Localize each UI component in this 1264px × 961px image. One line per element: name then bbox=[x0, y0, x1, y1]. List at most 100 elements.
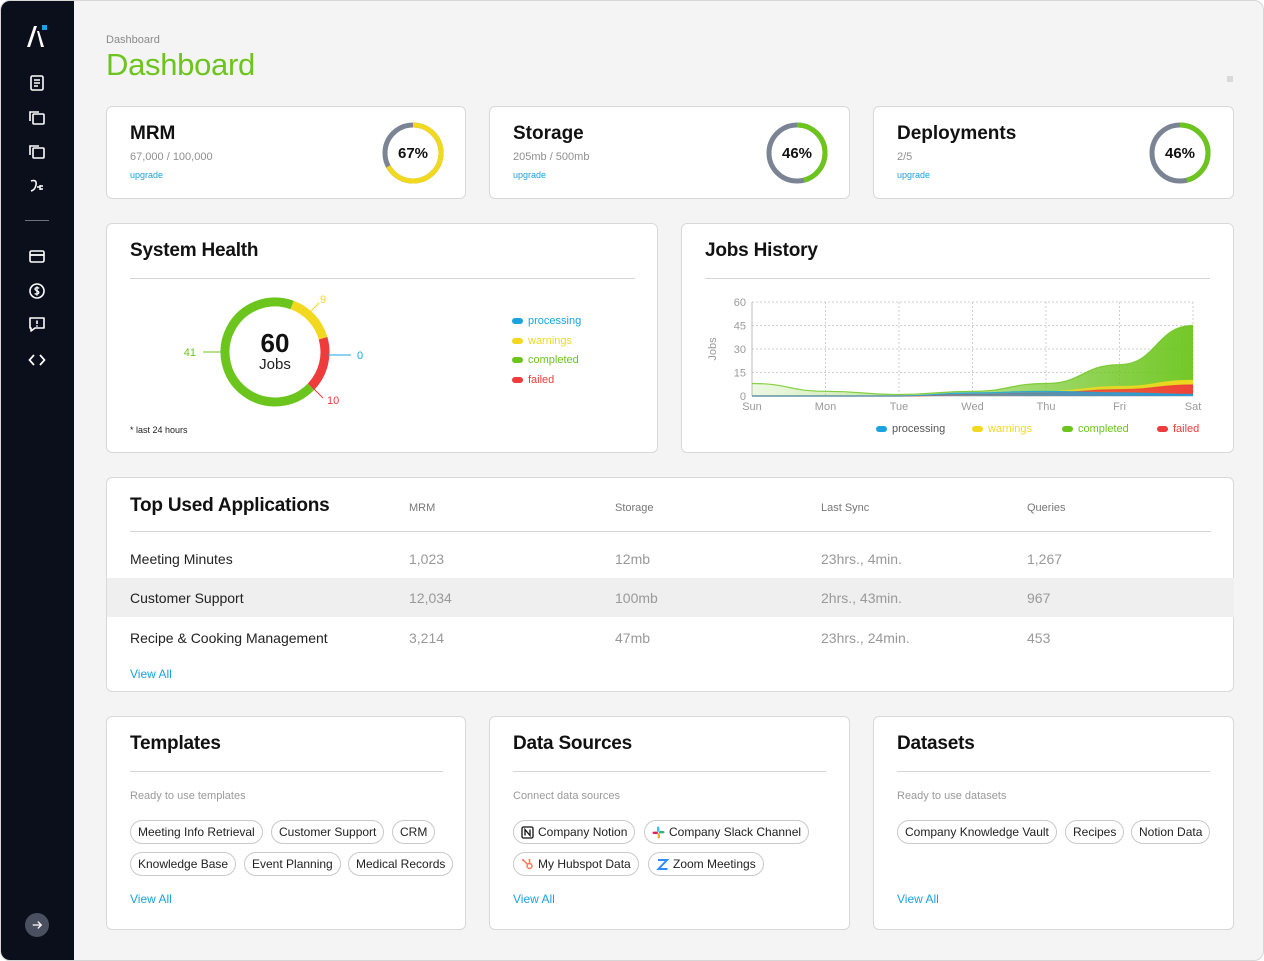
legend-label: completed bbox=[528, 354, 579, 366]
line-series-completed bbox=[751, 324, 1194, 396]
datasets-card: Datasets Ready to use datasets Company K… bbox=[873, 716, 1234, 930]
template-chip[interactable]: Customer Support bbox=[271, 820, 385, 844]
x-tick-label: Mon bbox=[815, 401, 836, 413]
divider bbox=[130, 278, 635, 279]
page-title: Dashboard bbox=[106, 47, 255, 82]
upgrade-link[interactable]: upgrade bbox=[897, 170, 931, 180]
legend-item-failed[interactable]: failed bbox=[1157, 423, 1199, 435]
card-icon[interactable] bbox=[27, 246, 47, 266]
column-header-storage[interactable]: Storage bbox=[615, 502, 654, 514]
stat-title: Deployments bbox=[897, 123, 1017, 144]
legend-label: warnings bbox=[988, 423, 1033, 435]
dataset-chip[interactable]: Company Knowledge Vault bbox=[897, 820, 1057, 844]
donut-leader-warnings bbox=[307, 302, 320, 315]
view-all-link[interactable]: View All bbox=[130, 667, 172, 681]
data-source-chip[interactable]: Zoom Meetings bbox=[648, 852, 764, 876]
data-source-chip[interactable]: Company Slack Channel bbox=[644, 820, 810, 844]
table-row[interactable]: Customer Support 12,034 100mb 2hrs., 43m… bbox=[107, 578, 1234, 617]
upgrade-link[interactable]: upgrade bbox=[130, 170, 164, 180]
app-last-sync: 2hrs., 43min. bbox=[821, 590, 902, 606]
legend-item-completed[interactable]: completed bbox=[1062, 423, 1129, 435]
section-title: Jobs History bbox=[705, 240, 818, 261]
legend-item-warnings[interactable]: warnings bbox=[972, 423, 1032, 435]
template-chip[interactable]: CRM bbox=[392, 820, 436, 844]
progress-ring bbox=[382, 122, 444, 184]
y-tick-label: 60 bbox=[734, 297, 746, 309]
dollar-icon[interactable] bbox=[27, 281, 47, 301]
dataset-chip[interactable]: Notion Data bbox=[1131, 820, 1211, 844]
donut-leader-failed bbox=[310, 385, 324, 399]
donut-label-completed: 41 bbox=[184, 347, 196, 359]
jobs-history-card: Jobs History 0 15 30 45 60 Sun Mon Tue Wed Thu Fri… bbox=[681, 223, 1234, 453]
template-chip[interactable]: Medical Records bbox=[348, 852, 454, 876]
legend-swatch bbox=[1157, 426, 1168, 432]
x-tick-label: Tue bbox=[890, 401, 909, 413]
progress-percent: 46% bbox=[781, 144, 813, 162]
app-last-sync: 23hrs., 24min. bbox=[821, 630, 910, 646]
stat-usage: 205mb / 500mb bbox=[513, 151, 590, 163]
jobs-area-chart: 0 15 30 45 60 Sun Mon Tue Wed Thu Fri Sat Jobs bbox=[707, 297, 1202, 413]
template-chip[interactable]: Knowledge Base bbox=[130, 852, 237, 876]
code-icon[interactable] bbox=[27, 350, 47, 370]
table-row[interactable]: Meeting Minutes 1,023 12mb 23hrs., 4min.… bbox=[107, 539, 1234, 578]
donut-segment-warnings bbox=[290, 300, 328, 340]
legend-item-processing[interactable]: processing bbox=[876, 423, 945, 435]
app-last-sync: 23hrs., 4min. bbox=[821, 551, 902, 567]
ring-fill bbox=[382, 122, 444, 184]
y-axis-label: Jobs bbox=[707, 337, 719, 361]
legend-item-failed[interactable]: failed bbox=[512, 374, 554, 386]
expand-sidebar-button[interactable] bbox=[25, 913, 49, 937]
x-tick-label: Sun bbox=[742, 401, 762, 413]
view-all-link[interactable]: View All bbox=[897, 892, 939, 906]
y-tick-label: 45 bbox=[734, 321, 746, 333]
legend-label: completed bbox=[1078, 423, 1129, 435]
legend-item-completed[interactable]: completed bbox=[512, 354, 579, 366]
data-source-chip[interactable]: My Hubspot Data bbox=[513, 852, 639, 876]
feedback-icon[interactable] bbox=[27, 314, 47, 334]
folders-icon[interactable] bbox=[27, 108, 47, 128]
template-chip[interactable]: Event Planning bbox=[244, 852, 341, 876]
chip-label: Zoom Meetings bbox=[673, 857, 756, 871]
view-all-link[interactable]: View All bbox=[130, 892, 172, 906]
stat-card-storage: Storage 205mb / 500mb upgrade 46% bbox=[489, 106, 850, 199]
plug-icon[interactable] bbox=[27, 176, 47, 196]
y-tick-label: 0 bbox=[740, 391, 746, 403]
donut-segment-failed bbox=[307, 337, 330, 390]
column-header-mrm[interactable]: MRM bbox=[409, 502, 436, 514]
app-storage: 12mb bbox=[615, 551, 651, 567]
line-series-processing bbox=[752, 390, 1194, 397]
legend-swatch bbox=[512, 357, 523, 363]
view-all-link[interactable]: View All bbox=[513, 892, 555, 906]
x-tick-label: Thu bbox=[1037, 401, 1056, 413]
document-icon[interactable] bbox=[27, 73, 47, 93]
x-tick-label: Fri bbox=[1113, 401, 1126, 413]
breadcrumb[interactable]: Dashboard bbox=[106, 34, 160, 46]
section-title: Templates bbox=[130, 733, 221, 754]
stat-usage: 2/5 bbox=[897, 151, 913, 163]
table-row[interactable]: Recipe & Cooking Management 3,214 47mb 2… bbox=[107, 618, 1234, 657]
upgrade-link[interactable]: upgrade bbox=[513, 170, 547, 180]
legend-swatch bbox=[512, 376, 523, 383]
folders-alt-icon[interactable] bbox=[27, 142, 47, 162]
section-subtitle: Ready to use datasets bbox=[897, 790, 1007, 802]
data-sources-card: Data Sources Connect data sources Compan… bbox=[489, 716, 850, 930]
data-source-chip[interactable]: Company Notion bbox=[513, 820, 636, 844]
column-header-last-sync[interactable]: Last Sync bbox=[821, 502, 870, 514]
legend-item-processing[interactable]: processing bbox=[512, 315, 581, 327]
section-subtitle: Ready to use templates bbox=[130, 790, 246, 802]
logo[interactable] bbox=[25, 23, 49, 49]
stat-card-deployments: Deployments 2/5 upgrade 46% bbox=[873, 106, 1234, 199]
x-tick-label: Sat bbox=[1185, 401, 1202, 413]
section-title: Top Used Applications bbox=[130, 495, 330, 516]
donut-segment-completed bbox=[220, 297, 315, 407]
area-series-completed bbox=[752, 325, 1193, 396]
legend-item-warnings[interactable]: warnings bbox=[512, 335, 572, 347]
donut-label-processing: 0 bbox=[357, 350, 363, 362]
dataset-chip[interactable]: Recipes bbox=[1065, 820, 1125, 844]
ring-fill bbox=[766, 122, 828, 184]
column-header-queries[interactable]: Queries bbox=[1027, 502, 1066, 514]
template-chip[interactable]: Meeting Info Retrieval bbox=[130, 820, 263, 844]
chip-label: Company Slack Channel bbox=[669, 825, 802, 839]
notion-icon bbox=[521, 825, 534, 839]
